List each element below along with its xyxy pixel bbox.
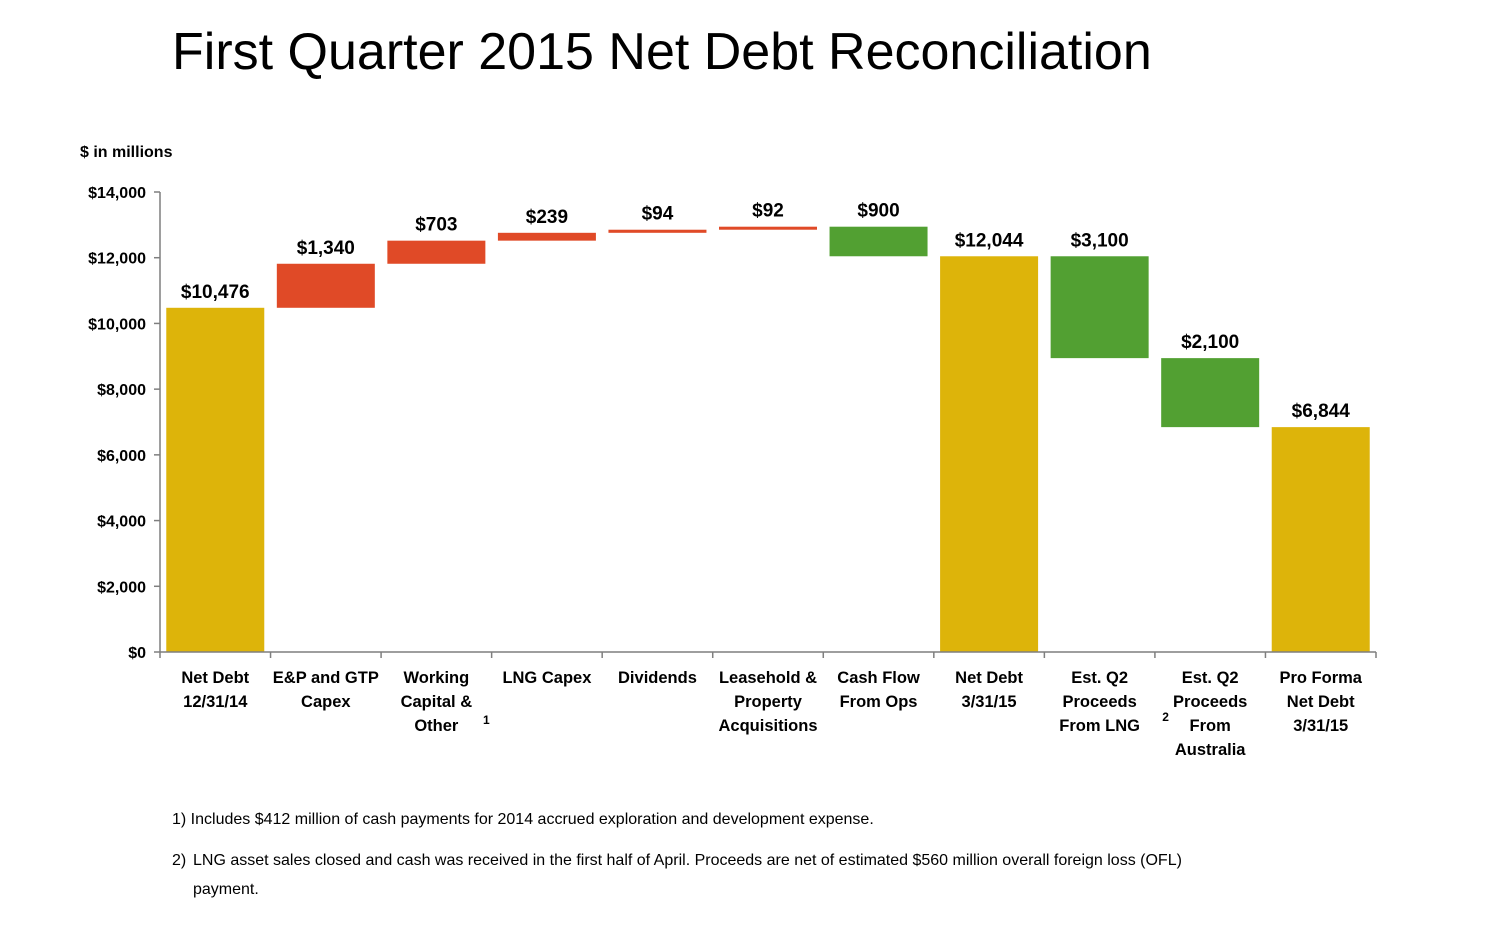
y-tick-label: $8,000 [97, 382, 146, 399]
bar [1271, 427, 1370, 652]
x-tick-label: Capital & [401, 693, 473, 711]
data-label: $2,100 [1181, 332, 1239, 353]
data-label: $239 [526, 207, 568, 228]
x-tick-label: Net Debt [1287, 693, 1355, 711]
data-label: $3,100 [1071, 230, 1129, 251]
x-tick-label: Cash Flow [837, 669, 920, 687]
data-label: $12,044 [955, 230, 1024, 251]
x-tick-label: Est. Q2 [1071, 669, 1128, 687]
bar [1161, 358, 1260, 428]
x-tick-label: 3/31/15 [962, 693, 1017, 711]
bar [166, 307, 265, 652]
x-tick-label: Other [414, 717, 459, 735]
bar [719, 226, 817, 230]
y-tick-label: $6,000 [97, 448, 146, 465]
x-tick-label: Leasehold & [719, 669, 817, 687]
x-tick-label: From Ops [840, 693, 918, 711]
data-label: $1,340 [297, 238, 355, 259]
footnote-marker: 2 [1162, 710, 1169, 724]
x-tick-label: Net Debt [181, 669, 249, 687]
x-tick-label: Working [404, 669, 470, 687]
bar [1050, 256, 1149, 359]
footnote-marker: 1 [483, 713, 490, 727]
y-tick-label: $14,000 [88, 185, 146, 202]
y-tick-label: $10,000 [88, 316, 146, 333]
x-tick-label: Proceeds [1173, 693, 1247, 711]
y-tick-label: $12,000 [88, 251, 146, 268]
data-label: $6,844 [1292, 401, 1351, 422]
x-tick-label: From LNG [1059, 717, 1140, 735]
x-tick-label: 3/31/15 [1293, 717, 1348, 735]
x-tick-label: LNG Capex [502, 669, 592, 687]
data-label: $10,476 [181, 282, 250, 303]
footnote-1: 1) Includes $412 million of cash payment… [172, 811, 874, 828]
data-label: $900 [857, 201, 899, 222]
waterfall-chart: $10,476 Net Debt 12/31/14 $1,340 E&P and GTP… [88, 185, 1377, 759]
x-tick-label: Pro Forma [1279, 669, 1362, 687]
data-label: $703 [415, 215, 457, 236]
footnote-2-text: LNG asset sales closed and cash was rece… [193, 852, 1182, 869]
x-tick-label: Proceeds [1062, 693, 1136, 711]
footnote-2-number: 2) [172, 852, 187, 869]
x-tick-label: Property [734, 693, 803, 711]
x-tick-label: Capex [301, 693, 351, 711]
bar [387, 240, 486, 264]
bar [608, 229, 707, 233]
x-tick-label: Net Debt [955, 669, 1023, 687]
y-tick-label: $4,000 [97, 514, 146, 531]
page-title: First Quarter 2015 Net Debt Reconciliati… [172, 23, 1152, 81]
x-tick-label: 12/31/14 [183, 693, 248, 711]
bar [940, 256, 1039, 652]
footnote-2: 2) LNG asset sales closed and cash was re… [172, 846, 1332, 904]
bar [497, 232, 596, 241]
x-tick-label: Est. Q2 [1182, 669, 1239, 687]
x-tick-label: Acquisitions [718, 717, 817, 735]
x-tick-label: From [1190, 717, 1231, 735]
y-tick-label: $2,000 [97, 579, 146, 596]
units-label: $ in millions [80, 144, 173, 161]
y-tick-label: $0 [128, 645, 146, 662]
x-tick-label: Dividends [618, 669, 697, 687]
bar [829, 226, 928, 257]
data-label: $94 [642, 204, 674, 225]
x-tick-label: Australia [1175, 741, 1246, 759]
data-label: $92 [752, 201, 784, 222]
x-tick-label: E&P and GTP [273, 669, 379, 687]
footnote-2-continuation: payment. [193, 881, 259, 898]
bar [276, 263, 375, 308]
